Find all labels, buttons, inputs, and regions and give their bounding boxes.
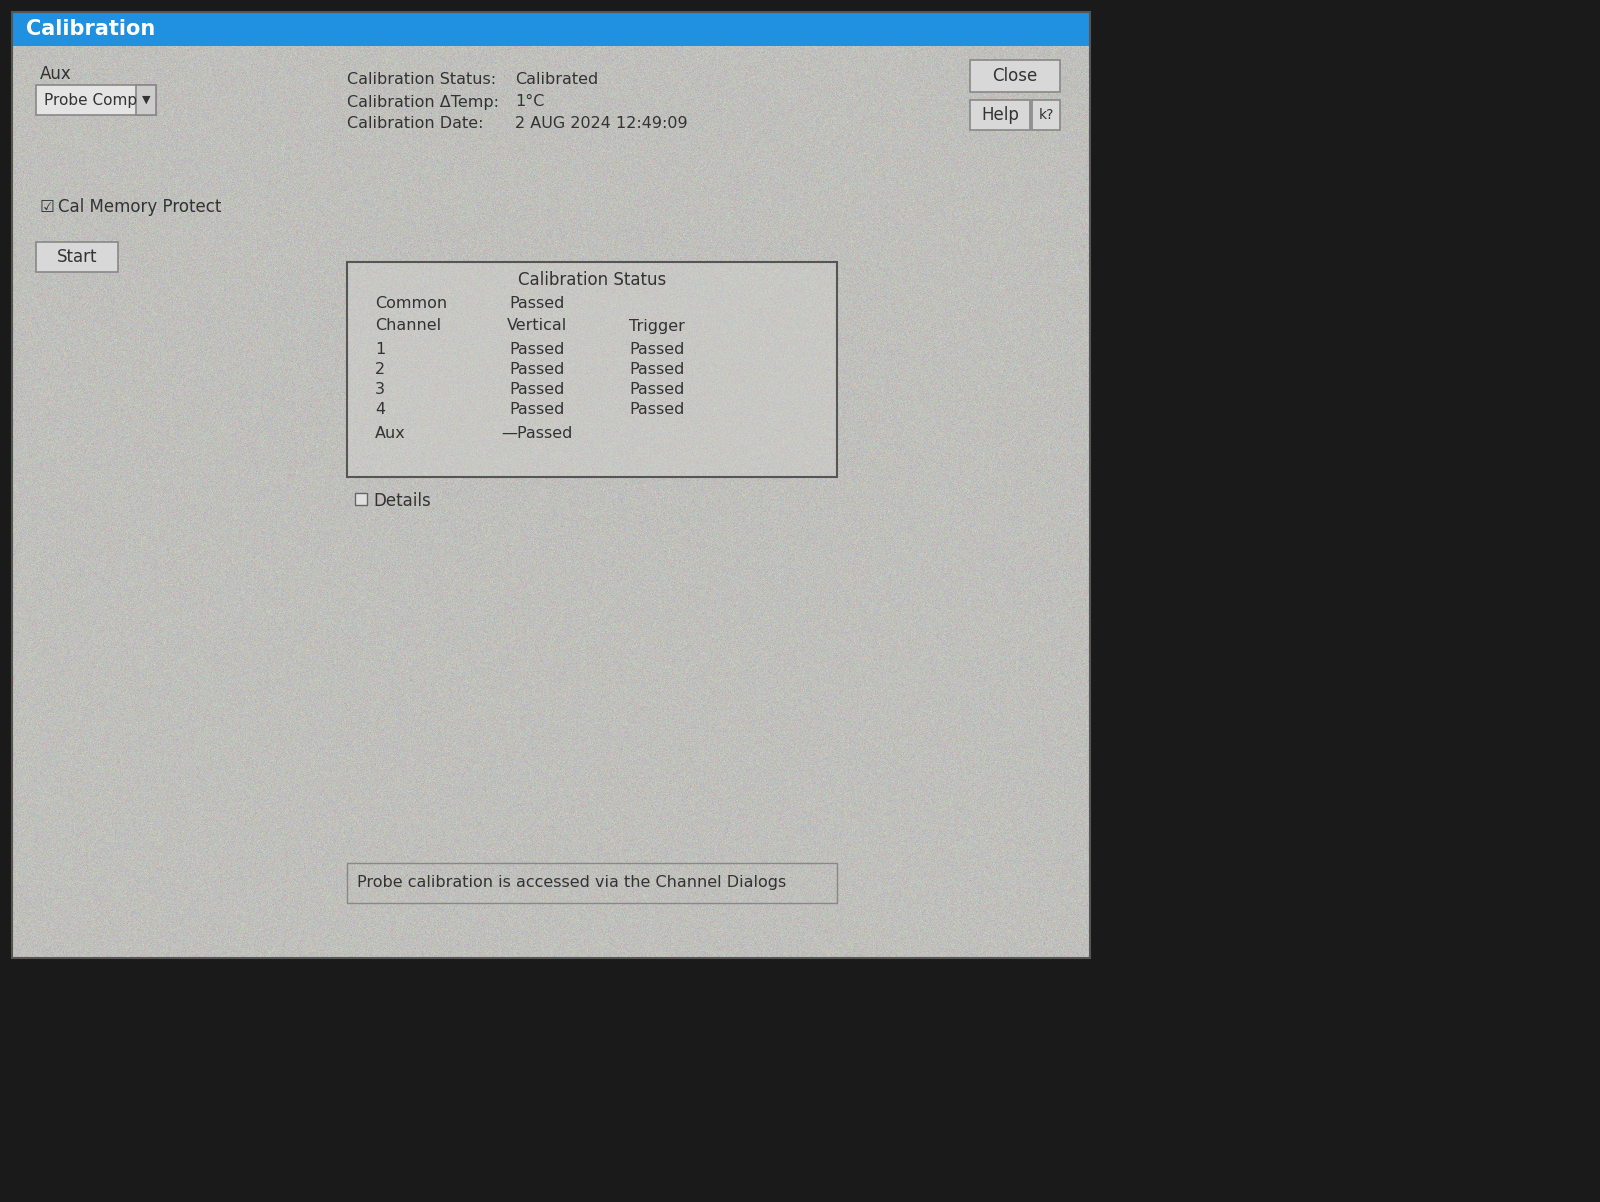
Text: Passed: Passed <box>629 363 685 377</box>
Text: 1: 1 <box>374 343 386 357</box>
Text: Close: Close <box>992 67 1038 85</box>
Text: Passed: Passed <box>629 382 685 398</box>
Text: Passed: Passed <box>509 363 565 377</box>
Text: Passed: Passed <box>509 297 565 311</box>
Bar <box>347 863 837 903</box>
Text: k?: k? <box>1038 108 1054 121</box>
Bar <box>347 262 837 477</box>
Text: Aux: Aux <box>374 427 406 441</box>
Text: Probe Comp: Probe Comp <box>45 93 138 107</box>
Text: Calibration: Calibration <box>26 19 155 38</box>
Text: Cal Memory Protect: Cal Memory Protect <box>58 198 221 216</box>
Bar <box>13 12 1090 958</box>
Text: Passed: Passed <box>509 382 565 398</box>
Text: Trigger: Trigger <box>629 319 685 333</box>
Text: Aux: Aux <box>40 65 72 83</box>
Text: Calibration Date:: Calibration Date: <box>347 117 483 131</box>
Bar <box>355 493 366 505</box>
Text: 2 AUG 2024 12:49:09: 2 AUG 2024 12:49:09 <box>515 117 688 131</box>
Text: Calibration Status:: Calibration Status: <box>347 72 496 88</box>
Text: Common: Common <box>374 297 446 311</box>
Text: 3: 3 <box>374 382 386 398</box>
Text: Calibrated: Calibrated <box>515 72 598 88</box>
Bar <box>970 100 1030 130</box>
Text: 2: 2 <box>374 363 386 377</box>
Text: —Passed: —Passed <box>501 427 573 441</box>
Bar <box>35 242 118 272</box>
Text: ▼: ▼ <box>142 95 150 105</box>
Text: ☑: ☑ <box>40 198 54 216</box>
Bar <box>970 60 1059 93</box>
Text: Probe calibration is accessed via the Channel Dialogs: Probe calibration is accessed via the Ch… <box>357 875 786 891</box>
Text: Help: Help <box>981 106 1019 124</box>
Bar <box>13 12 1090 46</box>
Text: 1°C: 1°C <box>515 95 544 109</box>
Text: Vertical: Vertical <box>507 319 566 333</box>
Text: Passed: Passed <box>629 343 685 357</box>
Text: Passed: Passed <box>509 403 565 417</box>
Text: Details: Details <box>373 492 430 510</box>
Text: Start: Start <box>56 248 98 266</box>
Text: 4: 4 <box>374 403 386 417</box>
Text: Passed: Passed <box>509 343 565 357</box>
Bar <box>35 85 157 115</box>
Text: Calibration Status: Calibration Status <box>518 270 666 288</box>
Text: Calibration ΔTemp:: Calibration ΔTemp: <box>347 95 499 109</box>
Text: Channel: Channel <box>374 319 442 333</box>
Bar <box>136 85 157 115</box>
Text: Passed: Passed <box>629 403 685 417</box>
Bar <box>1032 100 1059 130</box>
